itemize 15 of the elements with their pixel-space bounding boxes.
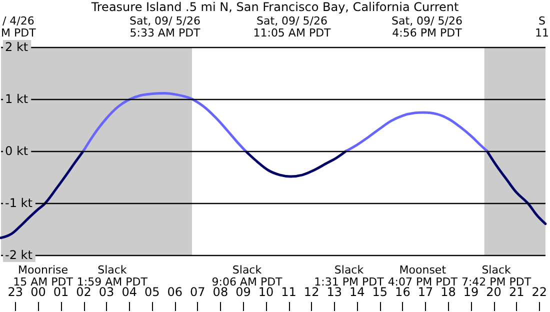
x-tick-label: 06 xyxy=(167,285,183,299)
text: S 11 xyxy=(535,14,549,40)
text: Sat, 09/ 5/26 4:56 PM PDT xyxy=(392,14,462,40)
text: / 4/26 M PDT xyxy=(1,14,36,40)
y-tick-label: 1 kt xyxy=(5,92,28,106)
y-tick-label: 2 kt xyxy=(5,40,28,54)
x-tick-label: 11 xyxy=(281,285,296,299)
text: Sat, 09/ 5/26 5:33 AM PDT xyxy=(130,14,201,40)
y-tick-label: 0 kt xyxy=(5,144,28,158)
text: Sat, 09/ 5/26 11:05 AM PDT xyxy=(253,14,332,40)
x-tick-label: 07 xyxy=(190,285,206,299)
x-tick-label: 22 xyxy=(532,285,548,299)
y-tick-label: -2 kt xyxy=(5,248,33,262)
chart-title: Treasure Island .5 mi N, San Francisco Bay, California Current xyxy=(90,0,459,14)
y-tick-label: -1 kt xyxy=(5,196,33,210)
